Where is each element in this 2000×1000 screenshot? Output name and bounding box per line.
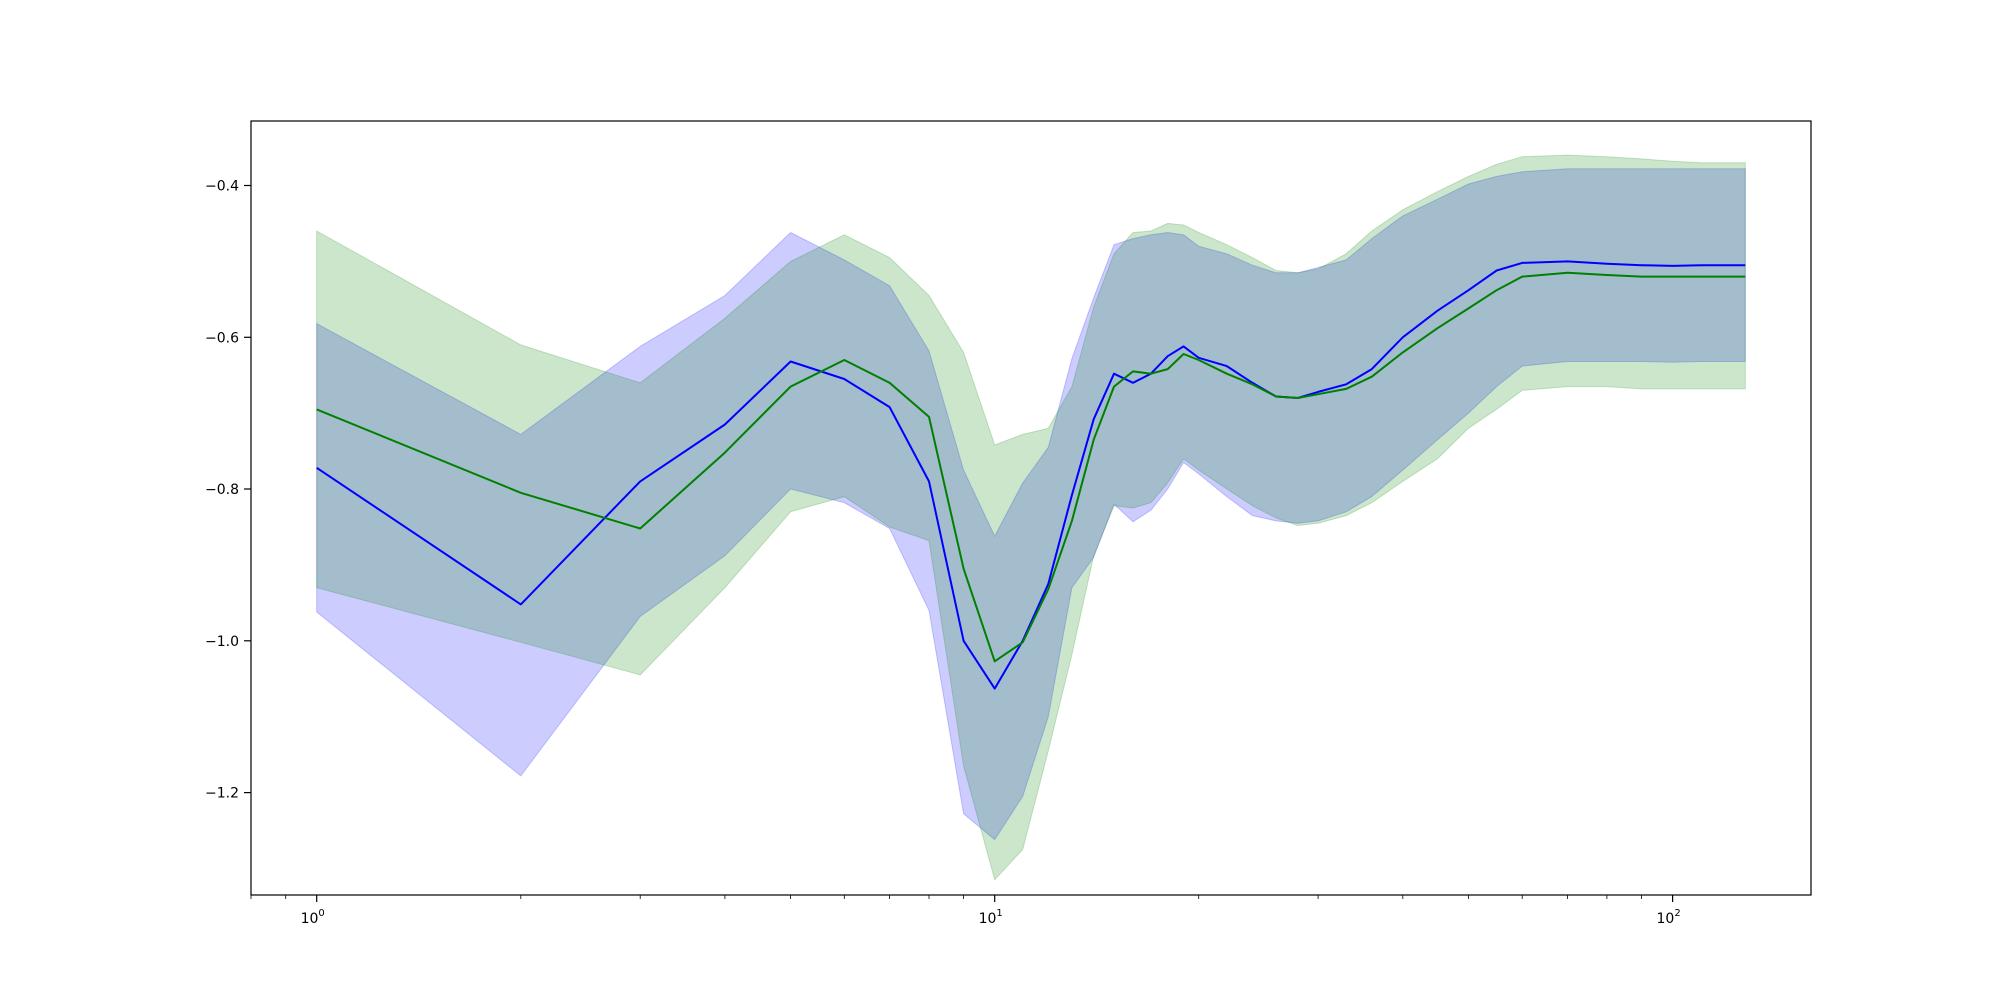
y-tick-label: −0.4 xyxy=(205,179,239,195)
x-tick-label: 102 xyxy=(1656,908,1680,927)
confidence-band-1 xyxy=(316,168,1746,841)
x-axis-ticks: 100 101 102 xyxy=(250,895,1681,927)
series-line-1 xyxy=(316,260,1746,690)
confidence-bands xyxy=(316,154,1746,881)
series-lines xyxy=(316,260,1746,690)
x-tick-label: 101 xyxy=(979,908,1003,927)
y-tick-label: −0.6 xyxy=(205,330,239,346)
x-tick-label: 100 xyxy=(301,908,325,927)
series-line-2 xyxy=(316,271,1746,663)
y-axis-ticks: −1.2 −1.0 −0.8 −0.6 −0.4 xyxy=(205,179,251,802)
y-tick-label: −1.2 xyxy=(205,786,239,802)
plot-frame xyxy=(250,120,1812,896)
y-tick-label: −1.0 xyxy=(205,634,239,650)
confidence-band-2 xyxy=(316,154,1746,881)
y-tick-label: −0.8 xyxy=(205,482,239,498)
